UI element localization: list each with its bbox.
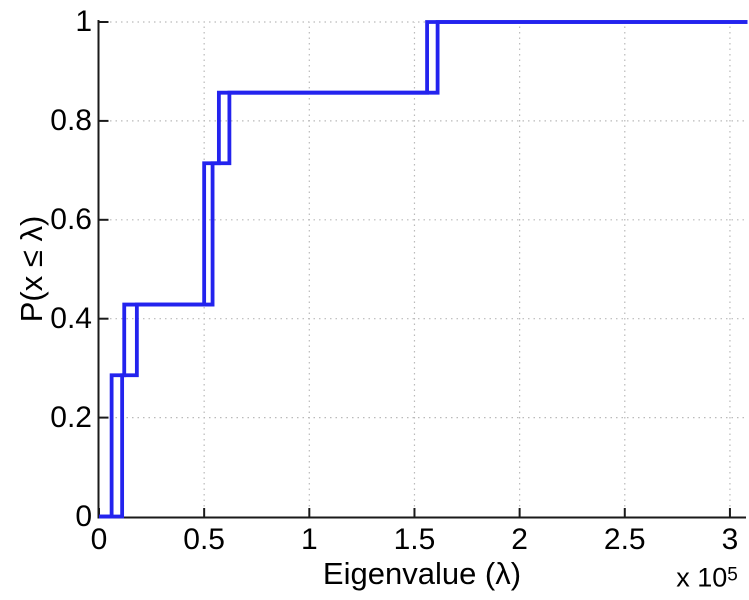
y-tick-label: 1 xyxy=(75,5,92,38)
ecdf-curve-2 xyxy=(99,20,748,519)
x-axis-multiplier-base: x 10 xyxy=(676,562,728,593)
x-axis-multiplier-exponent: 5 xyxy=(727,564,738,586)
y-tick-label: 0.4 xyxy=(50,301,92,335)
y-tick-label: 0.8 xyxy=(50,103,92,137)
x-tick-label: 1 xyxy=(300,523,318,556)
x-tick-label: 3 xyxy=(721,523,739,556)
axes xyxy=(97,20,746,519)
gridlines xyxy=(99,21,746,518)
x-tick-label: 2 xyxy=(511,523,528,556)
x-tick-label: 1.5 xyxy=(393,523,436,556)
tick-marks xyxy=(98,21,731,518)
x-tick-label: 2.5 xyxy=(603,523,646,556)
y-axis-label: P(x ≤ λ) xyxy=(14,215,49,323)
y-tick-label: 0.2 xyxy=(50,400,92,434)
y-tick-label: 0.6 xyxy=(50,202,92,236)
x-axis-multiplier: x 105 xyxy=(676,563,738,594)
y-tick-label: 0 xyxy=(75,499,92,533)
x-axis-label: Eigenvalue (λ) xyxy=(322,556,522,591)
x-tick-label: 0 xyxy=(90,523,108,556)
ecdf-curve-1 xyxy=(99,20,748,519)
x-tick-label: 0.5 xyxy=(183,523,225,556)
